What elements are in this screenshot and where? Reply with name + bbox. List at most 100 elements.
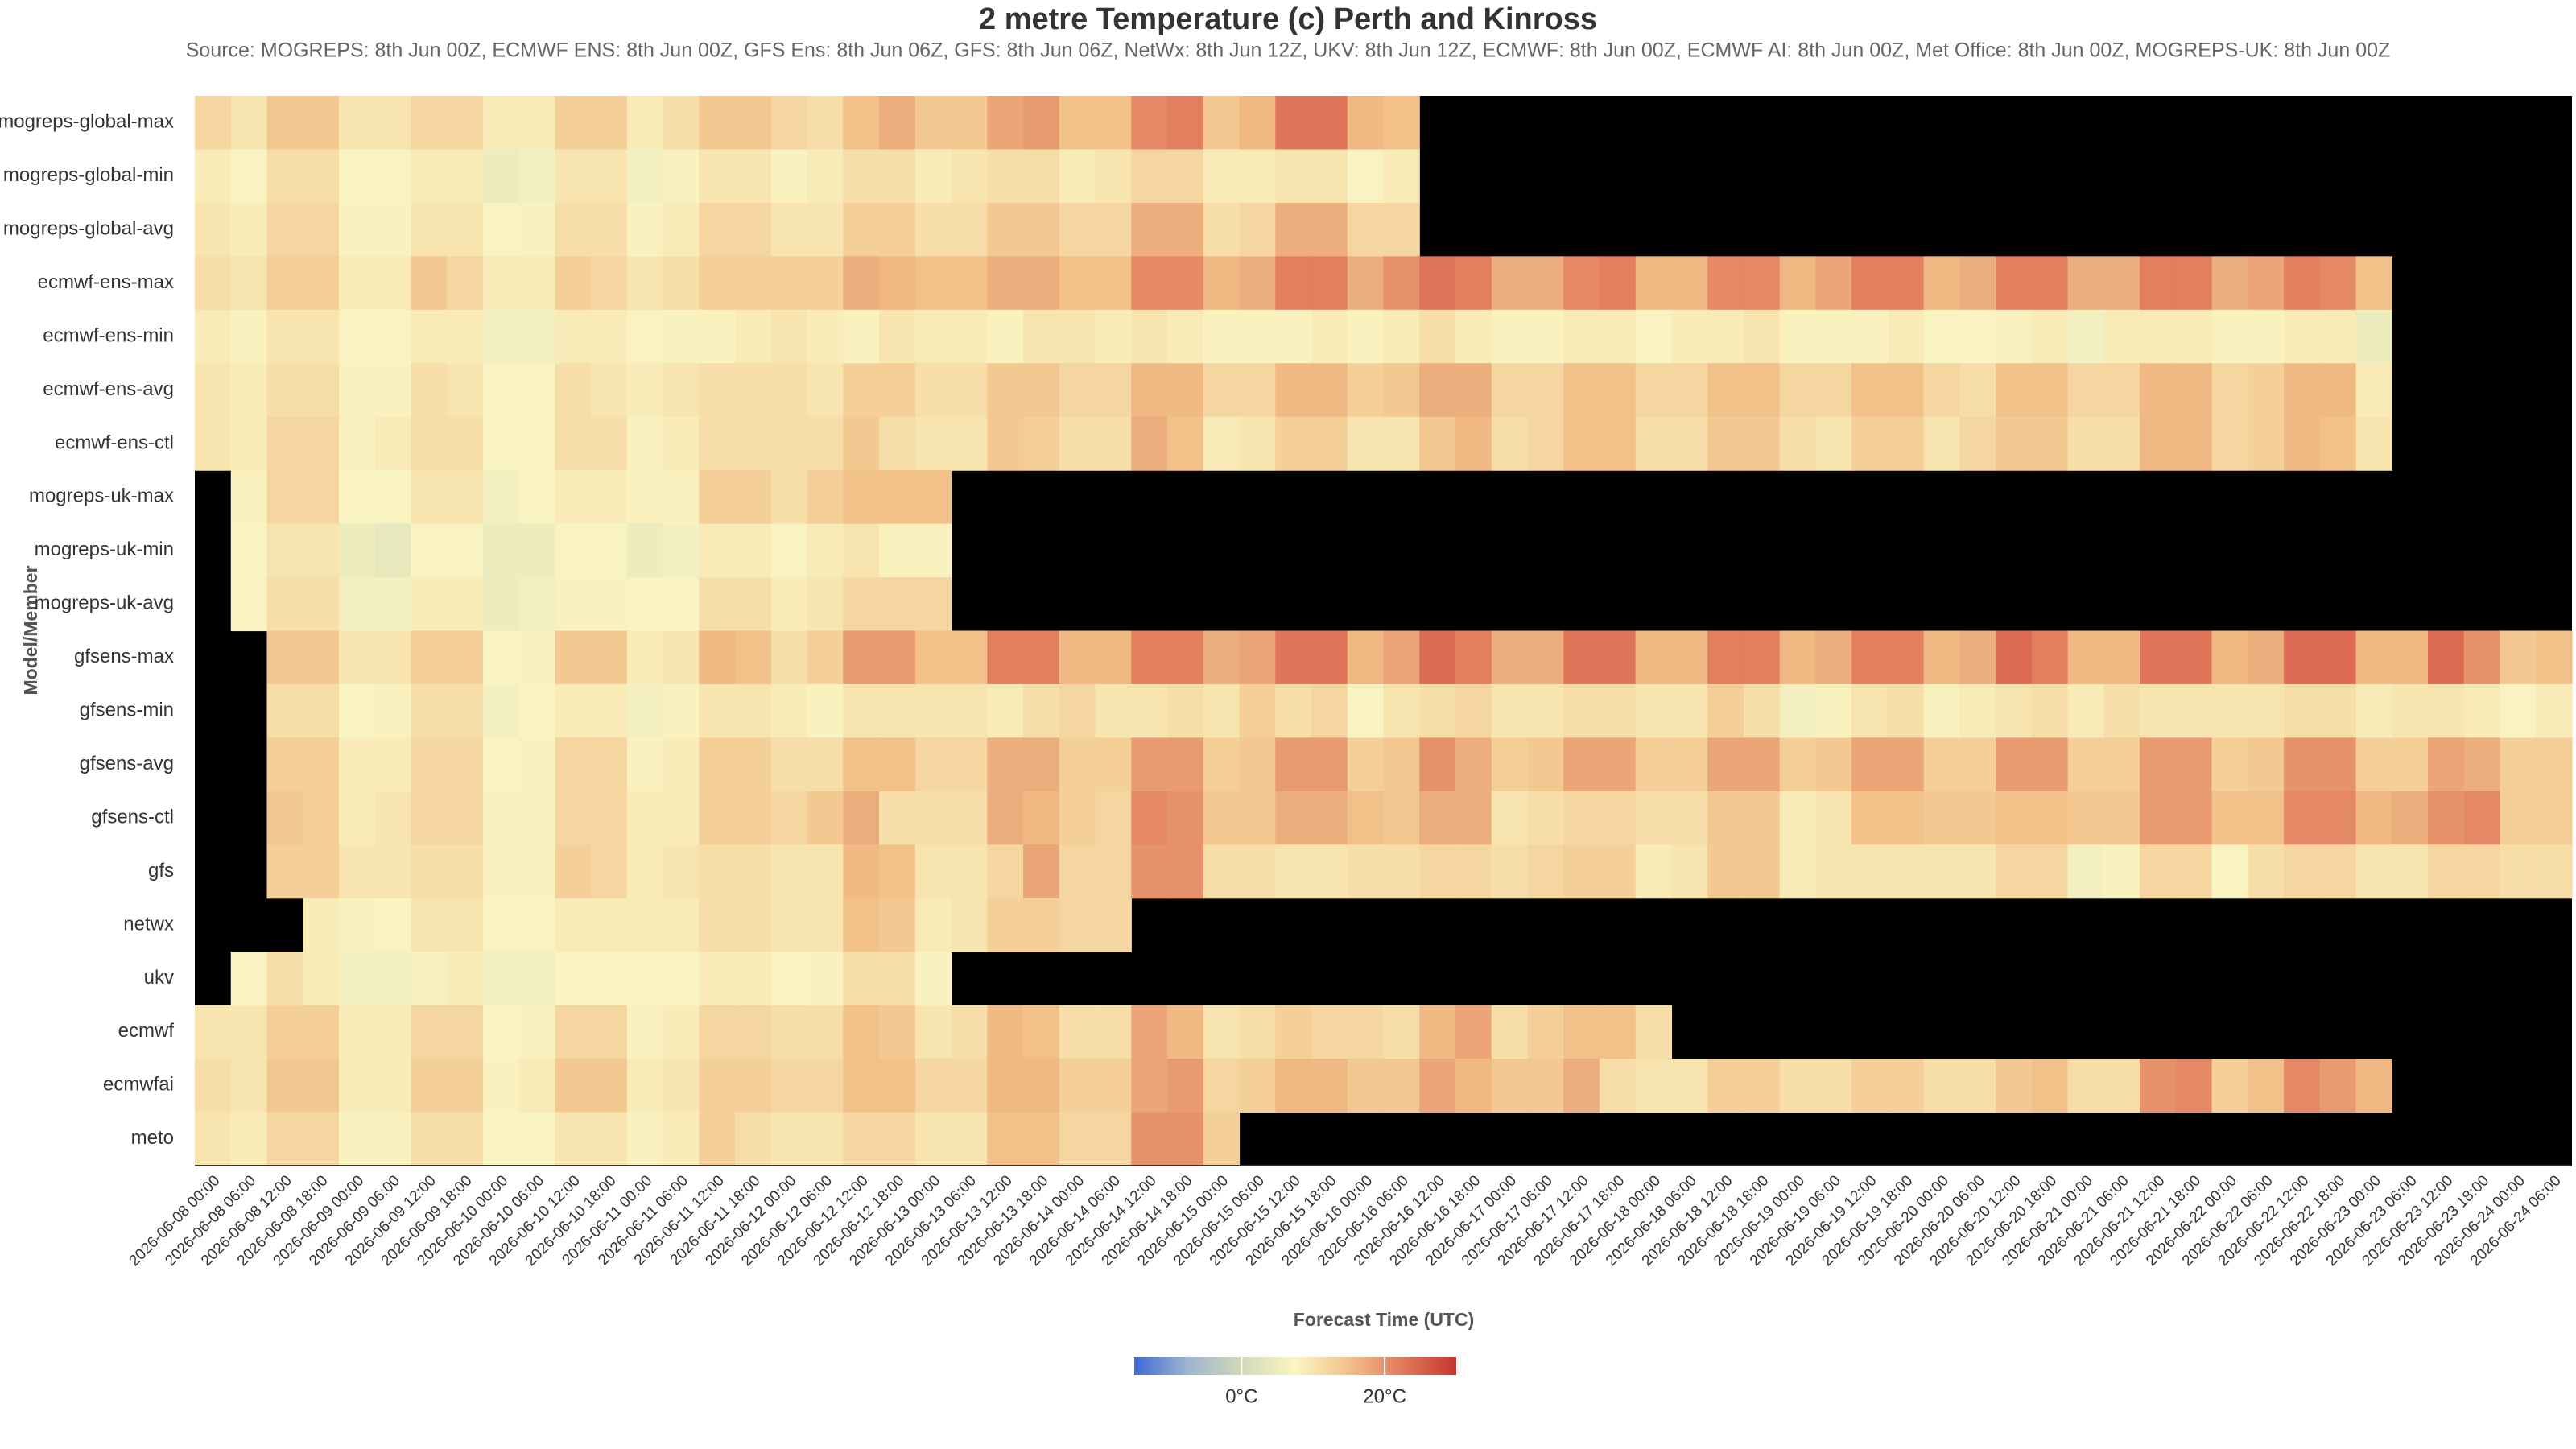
heatmap-cell bbox=[663, 96, 700, 151]
heatmap-cell bbox=[195, 1112, 232, 1166]
heatmap-cell bbox=[518, 256, 556, 311]
heatmap-cell bbox=[338, 952, 376, 1006]
heatmap-cell bbox=[2211, 416, 2248, 471]
heatmap-cell bbox=[411, 470, 448, 525]
heatmap-cell bbox=[879, 952, 916, 1006]
heatmap-cell bbox=[1707, 683, 1744, 738]
heatmap-cell bbox=[1239, 630, 1276, 685]
heatmap-cell bbox=[2284, 416, 2321, 471]
heatmap-cell bbox=[1563, 1059, 1600, 1113]
colorbar-tick-label: 0°C bbox=[1225, 1385, 1257, 1407]
heatmap-cell bbox=[1815, 1059, 1852, 1113]
heatmap-cell bbox=[2355, 844, 2392, 899]
heatmap-cell bbox=[447, 683, 484, 738]
heatmap-cell bbox=[2463, 791, 2501, 845]
heatmap-cell bbox=[735, 1059, 772, 1113]
heatmap-cell bbox=[411, 96, 448, 151]
heatmap-cell bbox=[195, 309, 232, 364]
heatmap-cell bbox=[1023, 202, 1060, 257]
heatmap-cell bbox=[555, 683, 592, 738]
heatmap-cell bbox=[1167, 96, 1204, 151]
heatmap-cell bbox=[1455, 630, 1492, 685]
heatmap-cell bbox=[663, 1005, 700, 1059]
heatmap-cell bbox=[1203, 791, 1241, 845]
heatmap-cell bbox=[2355, 363, 2392, 418]
heatmap-cell bbox=[1203, 1112, 1241, 1166]
heatmap-cell bbox=[663, 1059, 700, 1113]
heatmap-cell bbox=[447, 256, 484, 311]
heatmap-cell bbox=[1491, 256, 1529, 311]
heatmap-cell bbox=[1239, 256, 1276, 311]
heatmap-cell bbox=[1347, 309, 1385, 364]
heatmap-cell bbox=[2140, 309, 2177, 364]
heatmap-cell bbox=[2355, 1059, 2392, 1113]
heatmap-cell bbox=[951, 791, 988, 845]
heatmap-cell bbox=[1383, 1059, 1420, 1113]
heatmap-cell bbox=[663, 577, 700, 632]
heatmap-cell bbox=[1852, 844, 1889, 899]
heatmap-cell bbox=[2175, 363, 2213, 418]
heatmap-cell bbox=[770, 202, 808, 257]
heatmap-cell bbox=[2284, 791, 2321, 845]
heatmap-cell bbox=[2319, 844, 2357, 899]
heatmap-cell bbox=[1852, 363, 1889, 418]
heatmap-cell bbox=[1635, 256, 1673, 311]
heatmap-cell bbox=[843, 737, 880, 792]
heatmap-cell bbox=[1779, 309, 1817, 364]
heatmap-cell bbox=[1275, 96, 1312, 151]
heatmap-cell bbox=[518, 309, 556, 364]
heatmap-cell bbox=[447, 96, 484, 151]
heatmap-cell bbox=[843, 202, 880, 257]
heatmap-cell bbox=[1959, 416, 1996, 471]
heatmap-cell bbox=[447, 416, 484, 471]
heatmap-cell bbox=[1527, 791, 1564, 845]
heatmap-cell bbox=[1095, 844, 1132, 899]
heatmap-cell bbox=[2067, 844, 2104, 899]
heatmap-cell bbox=[1203, 416, 1241, 471]
heatmap-cell bbox=[1923, 256, 1960, 311]
heatmap-cell bbox=[2392, 844, 2429, 899]
heatmap-cell bbox=[914, 737, 952, 792]
heatmap-cell bbox=[1527, 256, 1564, 311]
heatmap-cell bbox=[914, 309, 952, 364]
heatmap-cell bbox=[1023, 1112, 1060, 1166]
heatmap-cell bbox=[1095, 96, 1132, 151]
heatmap-cell bbox=[2211, 363, 2248, 418]
heatmap-cell bbox=[447, 363, 484, 418]
heatmap-cell bbox=[518, 1005, 556, 1059]
heatmap-cell bbox=[1996, 683, 2033, 738]
heatmap-cell bbox=[663, 791, 700, 845]
heatmap-cell bbox=[987, 683, 1024, 738]
heatmap-cell bbox=[843, 96, 880, 151]
heatmap-cell bbox=[1599, 737, 1637, 792]
heatmap-cell bbox=[2103, 683, 2140, 738]
heatmap-cell bbox=[1347, 256, 1385, 311]
heatmap-cell bbox=[1023, 416, 1060, 471]
heatmap-cell bbox=[1131, 149, 1168, 204]
heatmap-cell bbox=[374, 1112, 412, 1166]
heatmap-cell bbox=[735, 844, 772, 899]
heatmap-cell bbox=[1311, 96, 1348, 151]
heatmap-cell bbox=[770, 149, 808, 204]
heatmap-cell bbox=[735, 96, 772, 151]
heatmap-cell bbox=[663, 952, 700, 1006]
heatmap-cell bbox=[699, 523, 736, 578]
heatmap-cell bbox=[951, 898, 988, 952]
heatmap-cell bbox=[2175, 844, 2213, 899]
heatmap-cell bbox=[411, 256, 448, 311]
heatmap-cell bbox=[770, 898, 808, 952]
chart-title: 2 metre Temperature (c) Perth and Kinros… bbox=[979, 2, 1597, 36]
heatmap-cell bbox=[843, 470, 880, 525]
heatmap-cell bbox=[518, 577, 556, 632]
heatmap-cell bbox=[1635, 416, 1673, 471]
heatmap-cell bbox=[1059, 1059, 1096, 1113]
heatmap-cell bbox=[1311, 791, 1348, 845]
heatmap-cell bbox=[807, 683, 844, 738]
heatmap-cell bbox=[2536, 630, 2573, 685]
heatmap-cell bbox=[1959, 737, 1996, 792]
heatmap-cell bbox=[843, 952, 880, 1006]
heatmap-cell bbox=[1599, 1005, 1637, 1059]
heatmap-cell bbox=[447, 844, 484, 899]
heatmap-cell bbox=[447, 630, 484, 685]
heatmap-cell bbox=[518, 363, 556, 418]
